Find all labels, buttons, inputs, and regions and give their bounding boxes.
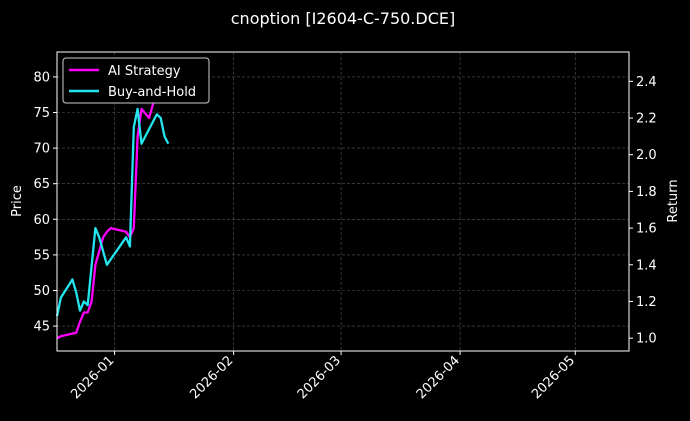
y-axis-price: 45 50 55 60 65 70 75 80 xyxy=(33,70,57,335)
y2-tick-label: 1.8 xyxy=(636,185,657,200)
y-tick-label: 60 xyxy=(33,213,50,228)
plot-frame xyxy=(56,51,630,352)
legend-label-buy-and-hold: Buy-and-Hold xyxy=(108,85,196,100)
y2-tick-label: 2.4 xyxy=(636,75,657,90)
y-tick-label: 65 xyxy=(33,177,50,192)
y-tick-label: 70 xyxy=(33,142,50,157)
series-line-buy-and-hold xyxy=(55,107,170,317)
legend-label-ai-strategy: AI Strategy xyxy=(108,64,181,79)
series-lines xyxy=(55,62,170,340)
legend: AI Strategy Buy-and-Hold xyxy=(62,57,210,104)
chart-title: cnoption [I2604-C-750.DCE] xyxy=(231,9,455,28)
legend-box xyxy=(62,57,210,104)
y2-axis-label: Return xyxy=(666,179,681,222)
y2-tick-label: 1.6 xyxy=(636,222,657,237)
y2-tick-label: 1.4 xyxy=(636,258,657,273)
y-axis-label: Price xyxy=(10,185,25,217)
y2-tick-label: 1.2 xyxy=(636,295,657,310)
series-line-ai-strategy xyxy=(56,62,166,340)
y2-tick-label: 2.2 xyxy=(636,112,657,127)
y-tick-label: 75 xyxy=(33,106,50,121)
y-tick-label: 80 xyxy=(33,70,50,85)
y-tick-label: 55 xyxy=(33,248,50,263)
y-tick-label: 50 xyxy=(33,284,50,299)
y2-tick-label: 1.0 xyxy=(636,332,657,347)
y-axis-return: 1.0 1.2 1.4 1.6 1.8 2.0 2.2 2.4 xyxy=(629,75,657,347)
y-tick-label: 45 xyxy=(33,320,50,335)
y2-tick-label: 2.0 xyxy=(636,148,657,163)
